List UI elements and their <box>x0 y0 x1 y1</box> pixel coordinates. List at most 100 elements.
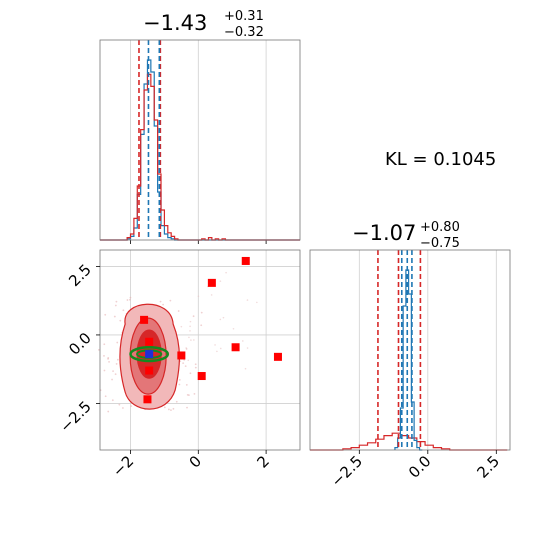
hist-right-title-main: −1.07 <box>352 221 416 245</box>
scatter-red-square <box>145 337 154 346</box>
hist-top-series-0 <box>100 59 300 241</box>
hist-right-frame <box>309 249 511 451</box>
hist-top-bars <box>100 59 300 241</box>
hist-top-series-1 <box>100 73 300 241</box>
scatter-bg-point <box>118 403 121 406</box>
scatter-bg-point <box>130 405 133 408</box>
scatter-bg-point <box>175 400 178 403</box>
scatter-bg-point <box>97 348 100 351</box>
panel-hist-right: −2.5 0.0 2.5 −1.07 +0.80 −0.75 <box>309 220 511 491</box>
hist-right-title-sup: +0.80 <box>420 220 460 235</box>
scatter-bg-point <box>169 299 172 302</box>
scatter-bg-point <box>114 373 117 376</box>
scatter-bg-point <box>184 365 187 368</box>
hist-right-title-sub: −0.75 <box>420 236 460 251</box>
scatter-red-square <box>143 395 152 404</box>
scatter-bg-point <box>178 378 181 381</box>
scatter-bg-point <box>194 366 197 369</box>
hist-top-frame <box>99 39 301 241</box>
scatter-bg-point <box>111 378 113 381</box>
scatter-bg-point <box>129 296 132 299</box>
scatter-bg-point <box>188 336 190 339</box>
scatter-bg-point <box>104 313 107 316</box>
scatter-red-square <box>207 278 216 287</box>
scatter-red-square <box>197 372 206 381</box>
scatter-bg-point <box>232 327 235 330</box>
hist-right-bars <box>310 269 508 451</box>
hist-right-tick-label: 0.0 <box>405 452 435 482</box>
scatter-red-square <box>273 352 282 361</box>
scatter-bg-point <box>103 369 106 372</box>
scatter-frame <box>99 249 301 451</box>
scatter-bg-point <box>193 339 195 341</box>
hist-top-title-sup: +0.31 <box>224 9 264 24</box>
scatter-bg-point <box>107 357 109 360</box>
scatter-bg-point <box>111 399 114 402</box>
scatter-bg-point <box>241 340 244 342</box>
scatter-bg-point <box>103 354 105 357</box>
hist-right-tick-label: −2.5 <box>328 452 366 490</box>
scatter-bg-point <box>222 316 225 319</box>
scatter-bg-point <box>107 410 110 413</box>
scatter-bg-point <box>170 409 172 411</box>
scatter-bg-point <box>190 339 192 341</box>
scatter-bg-point <box>194 363 197 366</box>
hist-top-grid <box>130 40 267 244</box>
scatter-bg-point <box>119 319 122 322</box>
scatter-x-tick-label: 0 <box>186 452 205 471</box>
scatter-bg-point <box>189 330 191 332</box>
scatter-bg-point <box>122 407 124 409</box>
hist-top-title-main: −1.43 <box>143 11 207 35</box>
scatter-y-ticks: 2.5 0.0 −2.5 <box>56 261 100 436</box>
scatter-bg-point <box>108 360 110 363</box>
scatter-bg-point <box>159 300 162 303</box>
scatter-bg-point <box>177 310 180 312</box>
scatter-bg-point <box>219 347 222 350</box>
panel-hist-top: −1.43 +0.31 −0.32 <box>99 9 301 244</box>
scatter-bg-point <box>187 359 190 362</box>
hist-top-title: −1.43 +0.31 −0.32 <box>143 9 264 40</box>
scatter-bg-point <box>244 367 247 370</box>
scatter-red-square <box>177 351 186 360</box>
scatter-bg-point <box>189 372 192 375</box>
scatter-bg-point <box>126 299 129 301</box>
hist-right-tick-label: 2.5 <box>474 452 504 482</box>
scatter-bg-point <box>246 347 249 349</box>
scatter-bg-point <box>256 301 258 304</box>
scatter-bg-point <box>219 280 222 282</box>
scatter-red-square <box>241 256 250 265</box>
scatter-bg-point <box>115 300 118 303</box>
scatter-blue-square <box>145 350 154 359</box>
scatter-bg-point <box>104 395 107 398</box>
hist-right-grid <box>358 250 497 450</box>
kl-text: KL = 0.1045 <box>385 149 496 170</box>
scatter-bg-point <box>180 325 183 328</box>
scatter-bg-point <box>115 363 118 365</box>
scatter-bg-point <box>116 341 119 344</box>
scatter-bg-point <box>189 325 191 328</box>
hist-right-title: −1.07 +0.80 −0.75 <box>352 220 460 251</box>
scatter-x-tick-label: 2 <box>253 452 272 471</box>
scatter-bg-point <box>162 303 164 306</box>
scatter-bg-point <box>210 294 213 296</box>
scatter-bg-point <box>214 344 216 346</box>
scatter-markers <box>140 256 282 404</box>
hist-right-x-ticks: −2.5 0.0 2.5 <box>328 450 503 491</box>
scatter-x-ticks: −2 0 2 <box>109 450 273 480</box>
scatter-bg-point <box>186 406 188 409</box>
hist-top-title-sub: −0.32 <box>224 25 264 40</box>
scatter-x-tick-label: −2 <box>109 452 137 480</box>
scatter-bg-point <box>116 358 119 361</box>
scatter-bg-point <box>172 407 175 410</box>
scatter-red-square <box>231 343 240 352</box>
scatter-y-tick-label: −2.5 <box>56 398 94 436</box>
scatter-bg-point <box>185 347 187 349</box>
scatter-bg-point <box>129 298 131 301</box>
scatter-bg-point <box>193 393 196 395</box>
scatter-bg-point <box>219 318 222 321</box>
scatter-bg-point <box>114 304 117 307</box>
scatter-bg-point <box>113 315 116 318</box>
scatter-bg-point <box>163 406 166 409</box>
scatter-bg-point <box>185 383 188 386</box>
